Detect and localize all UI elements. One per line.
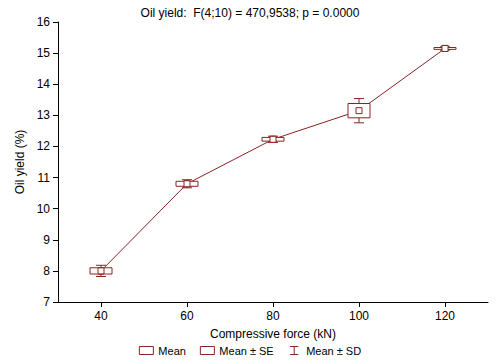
svg-text:Oil yield: F(4;10) = 470,9538: Oil yield: F(4;10) = 470,9538; p = 0.000… [141, 6, 360, 20]
svg-text:13: 13 [37, 108, 51, 122]
svg-text:8: 8 [43, 264, 50, 278]
svg-text:Compressive force (kN): Compressive force (kN) [210, 327, 336, 341]
svg-text:40: 40 [94, 309, 108, 323]
svg-text:7: 7 [43, 295, 50, 309]
svg-text:16: 16 [37, 15, 51, 29]
svg-text:12: 12 [37, 139, 51, 153]
svg-text:60: 60 [180, 309, 194, 323]
svg-text:14: 14 [37, 77, 51, 91]
svg-text:100: 100 [349, 309, 369, 323]
svg-text:10: 10 [37, 202, 51, 216]
svg-text:120: 120 [435, 309, 455, 323]
svg-text:15: 15 [37, 46, 51, 60]
svg-text:11: 11 [38, 171, 51, 185]
svg-text:Mean: Mean [158, 345, 186, 357]
svg-text:80: 80 [266, 309, 280, 323]
svg-text:Oil yield (%): Oil yield (%) [13, 130, 27, 195]
svg-text:Mean ± SE: Mean ± SE [219, 345, 273, 357]
svg-text:Mean ± SD: Mean ± SD [306, 345, 361, 357]
svg-text:9: 9 [43, 233, 50, 247]
